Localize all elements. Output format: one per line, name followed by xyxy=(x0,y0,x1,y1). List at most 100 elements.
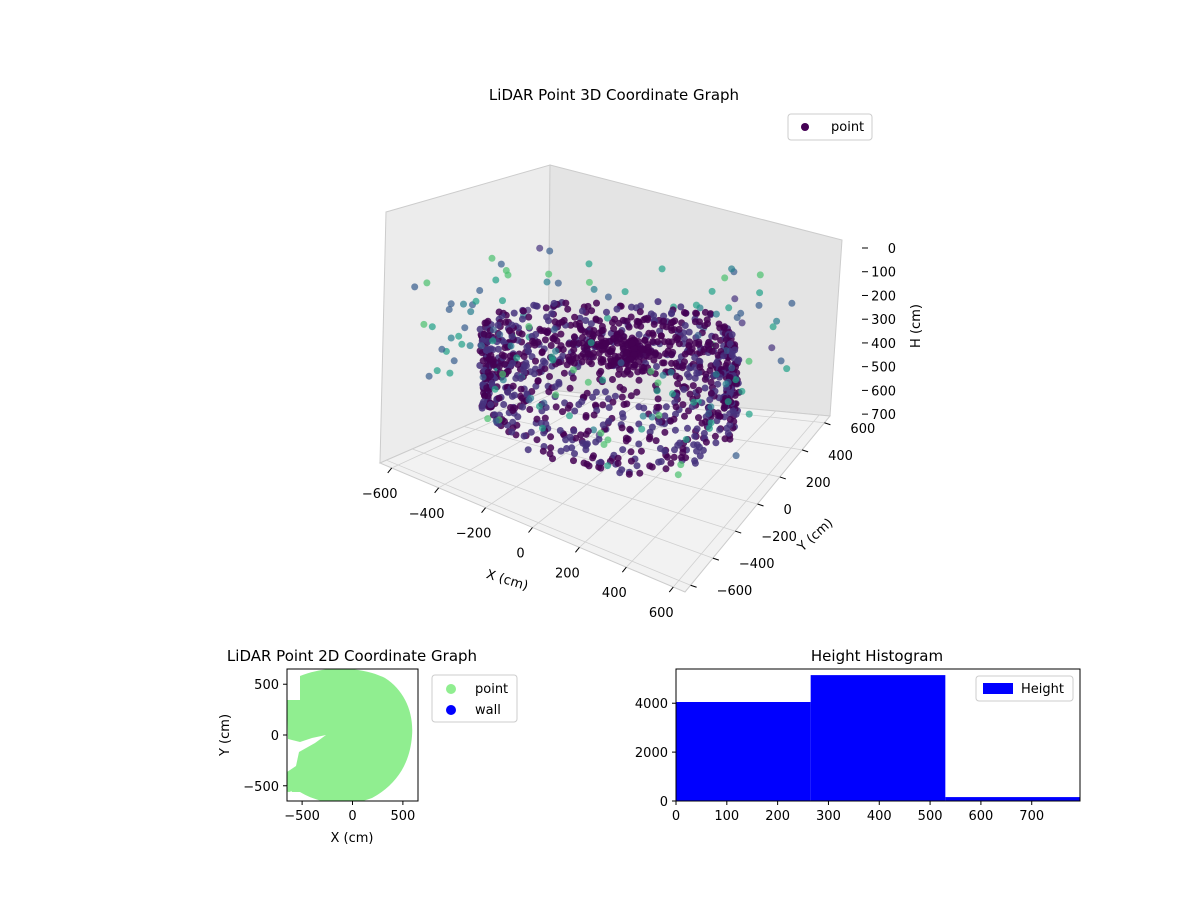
point-3d xyxy=(604,362,612,370)
point-3d xyxy=(479,373,487,381)
point-3d xyxy=(519,307,527,315)
point-3d xyxy=(600,441,608,448)
point-3d xyxy=(745,357,753,365)
point-3d xyxy=(584,378,592,386)
point-3d xyxy=(723,424,731,432)
point-3d xyxy=(672,372,680,380)
point-3d xyxy=(576,314,584,322)
point-3d xyxy=(692,309,700,317)
z-tick-label-3d: 100 xyxy=(871,266,896,281)
point-3d xyxy=(618,424,626,432)
point-3d xyxy=(455,332,463,340)
x-tick-3d xyxy=(434,487,440,494)
point-3d xyxy=(705,410,713,417)
point-3d xyxy=(533,415,541,423)
y-axis-label-3d: Y (cm) xyxy=(794,516,836,556)
point-3d xyxy=(480,398,488,406)
point-3d xyxy=(509,359,516,367)
point-3d xyxy=(590,411,598,419)
histogram-bar xyxy=(945,797,1080,801)
point-3d xyxy=(694,331,702,339)
point-3d xyxy=(603,308,610,316)
point-3d xyxy=(677,303,685,311)
point-3d xyxy=(587,339,595,347)
y-tick-label-3d: −200 xyxy=(761,530,797,545)
point-3d xyxy=(566,384,574,392)
point-3d xyxy=(593,299,600,307)
point-3d xyxy=(585,260,593,268)
z-tick-label-3d: 0 xyxy=(888,242,896,257)
y-tick-label-hist: 2000 xyxy=(635,746,668,761)
y-tick-label-2d: 0 xyxy=(271,729,279,744)
z-ticks-3d: 0 100 200 300 400 500 600 700 xyxy=(862,242,896,423)
x-tick-label-3d: 0 xyxy=(516,547,524,562)
point-3d xyxy=(461,324,469,332)
point-3d xyxy=(670,415,678,423)
point-3d xyxy=(701,384,709,392)
point-3d xyxy=(584,427,592,435)
point-3d xyxy=(713,417,721,425)
point-3d xyxy=(686,390,694,398)
point-3d xyxy=(509,418,517,426)
point-3d xyxy=(506,327,513,335)
point-3d xyxy=(483,384,491,392)
y-tick-3d xyxy=(801,449,809,453)
point-3d xyxy=(450,357,458,365)
point-3d xyxy=(667,459,675,467)
point-3d xyxy=(571,407,579,415)
point-3d xyxy=(656,445,664,452)
point-3d xyxy=(627,313,635,321)
histogram-ticks: 0 100 200 300 400 500 600 700 0 2000 4000 xyxy=(635,697,1044,824)
point-3d xyxy=(679,401,687,409)
ticks-2d: −500 0 500 500 0 −500 xyxy=(243,678,415,824)
point-3d xyxy=(619,342,627,350)
point-3d xyxy=(597,458,605,466)
point-3d xyxy=(548,310,556,318)
point-3d xyxy=(621,288,629,296)
point-3d xyxy=(661,428,669,436)
point-3d xyxy=(682,309,690,317)
point-3d xyxy=(673,336,681,344)
x-tick-3d xyxy=(481,507,486,513)
legend-3d-marker xyxy=(801,123,809,131)
point-3d xyxy=(671,426,679,434)
point-3d xyxy=(708,347,716,355)
point-3d xyxy=(610,325,618,333)
point-3d xyxy=(695,386,703,394)
point-3d xyxy=(570,427,578,435)
legend-histogram: Height xyxy=(975,675,1074,702)
point-3d xyxy=(571,450,578,458)
point-3d xyxy=(557,330,565,338)
point-3d xyxy=(674,380,682,388)
point-3d xyxy=(517,392,524,400)
point-3d xyxy=(527,428,535,436)
point-3d xyxy=(572,320,580,328)
x-tick-label-3d: 200 xyxy=(555,566,580,581)
point-3d xyxy=(670,453,678,461)
point-3d xyxy=(592,401,599,409)
x-tick-3d xyxy=(528,527,533,533)
point-3d xyxy=(551,318,559,326)
point-3d xyxy=(712,439,720,447)
point-3d xyxy=(756,289,764,297)
grid-line-x xyxy=(672,414,820,588)
point-3d xyxy=(680,385,688,393)
y-tick-label-hist: 0 xyxy=(660,795,668,810)
point-3d xyxy=(614,454,622,462)
point-3d xyxy=(662,350,669,358)
legend-3d: point xyxy=(787,113,873,141)
y-tick-3d xyxy=(712,557,720,561)
point-3d xyxy=(755,301,763,309)
point-3d xyxy=(604,314,611,322)
point-3d xyxy=(494,321,502,329)
point-3d xyxy=(547,342,555,349)
point-3d xyxy=(625,323,633,331)
point-3d xyxy=(661,338,668,346)
chart-3d: LiDAR Point 3D Coordinate Graph −600 −400… xyxy=(362,86,924,621)
point-3d xyxy=(545,388,553,396)
x-tick-label-hist: 200 xyxy=(765,809,790,824)
point-3d xyxy=(609,398,617,406)
point-3d xyxy=(572,434,580,442)
point-3d xyxy=(604,293,612,301)
